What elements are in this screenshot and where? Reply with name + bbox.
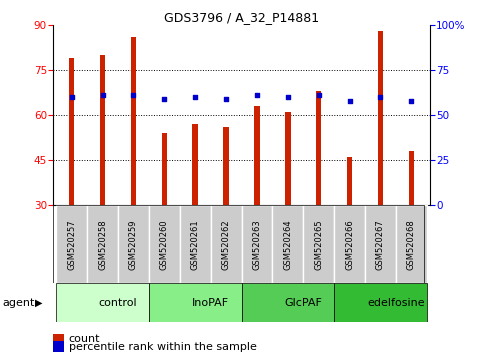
Bar (334, 283, 427, 322)
Text: GSM520267: GSM520267 (376, 219, 385, 270)
Bar (149, 283, 242, 322)
Text: GSM520263: GSM520263 (253, 219, 261, 270)
Point (129, 92, 137, 98)
Bar (149, 205, 180, 283)
Bar (396, 205, 427, 283)
Title: GDS3796 / A_32_P14881: GDS3796 / A_32_P14881 (164, 11, 319, 24)
Text: ▶: ▶ (35, 298, 43, 308)
Bar (130, 37, 136, 205)
Bar (272, 205, 303, 283)
Text: InoPAF: InoPAF (192, 298, 229, 308)
Bar (56, 283, 149, 322)
Text: GSM520262: GSM520262 (222, 219, 230, 270)
Text: GSM520259: GSM520259 (129, 219, 138, 269)
Text: GSM520264: GSM520264 (284, 219, 292, 270)
Bar (161, 133, 167, 205)
Text: GSM520266: GSM520266 (345, 219, 354, 270)
Text: GSM520258: GSM520258 (98, 219, 107, 270)
Bar (303, 205, 334, 283)
Bar (378, 31, 383, 205)
Point (284, 94, 292, 100)
Bar (409, 151, 414, 205)
Bar (118, 205, 149, 283)
Point (346, 98, 354, 103)
Bar (365, 205, 396, 283)
Text: percentile rank within the sample: percentile rank within the sample (69, 342, 256, 352)
Bar (347, 157, 353, 205)
Bar (285, 112, 291, 205)
Point (191, 94, 199, 100)
Text: GSM520268: GSM520268 (407, 219, 416, 270)
Bar (334, 205, 365, 283)
Bar (254, 106, 260, 205)
Bar (316, 91, 322, 205)
Text: count: count (69, 335, 100, 344)
Point (160, 96, 168, 102)
Text: GSM520261: GSM520261 (191, 219, 199, 270)
Point (253, 92, 261, 98)
Text: GSM520265: GSM520265 (314, 219, 323, 270)
Text: edelfosine: edelfosine (367, 298, 425, 308)
Text: GlcPAF: GlcPAF (284, 298, 322, 308)
Bar (242, 205, 272, 283)
Point (377, 94, 384, 100)
Bar (56, 205, 87, 283)
Bar (192, 124, 198, 205)
Bar (100, 55, 105, 205)
Text: GSM520257: GSM520257 (67, 219, 76, 270)
Bar (69, 58, 74, 205)
Point (408, 98, 415, 103)
Bar (211, 205, 242, 283)
Bar (87, 205, 118, 283)
Bar (242, 283, 334, 322)
Bar (223, 127, 229, 205)
Text: control: control (99, 298, 137, 308)
Bar (180, 205, 211, 283)
Point (315, 92, 323, 98)
Point (99, 92, 106, 98)
Text: agent: agent (2, 298, 35, 308)
Text: GSM520260: GSM520260 (160, 219, 169, 270)
Point (222, 96, 230, 102)
Point (68, 94, 75, 100)
